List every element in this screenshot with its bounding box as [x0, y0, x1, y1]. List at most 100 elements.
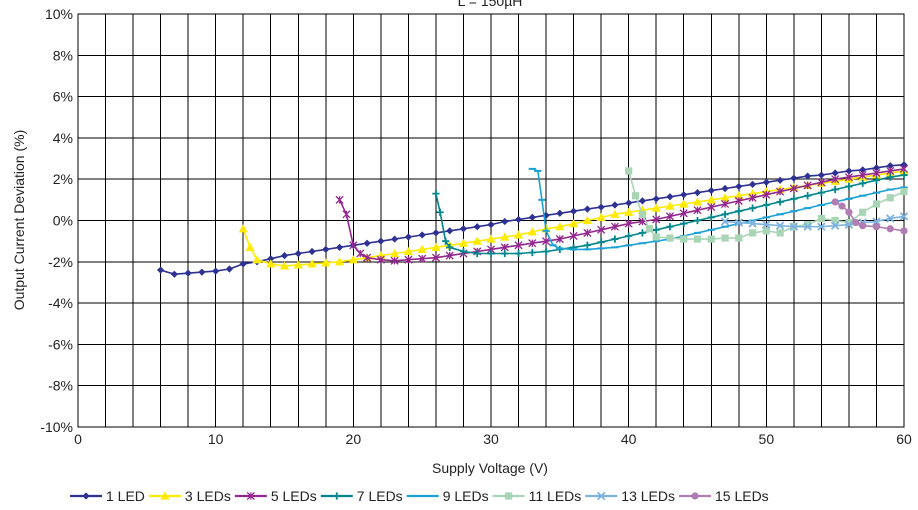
legend-item: 1 LED	[70, 488, 145, 504]
data-point	[267, 255, 275, 263]
data-point	[638, 229, 647, 237]
data-point	[748, 229, 757, 237]
x-tick-label: 60	[896, 431, 912, 447]
data-point	[356, 249, 365, 258]
data-point	[472, 236, 482, 245]
data-point	[625, 199, 633, 207]
data-point	[707, 203, 716, 212]
data-point	[570, 207, 578, 215]
data-point	[376, 255, 385, 264]
data-point	[844, 220, 854, 229]
x-tick-label: 40	[621, 431, 637, 447]
data-point	[838, 202, 846, 210]
data-point	[776, 176, 784, 184]
data-point	[665, 212, 675, 221]
data-point	[391, 235, 399, 243]
data-point	[652, 195, 660, 203]
data-point	[527, 227, 537, 236]
y-tick-label: 4%	[53, 130, 73, 146]
data-point	[720, 217, 730, 226]
data-point	[652, 215, 661, 224]
data-point	[734, 196, 743, 205]
data-point	[679, 209, 688, 218]
data-point	[707, 213, 715, 222]
data-point	[748, 204, 757, 212]
data-point	[748, 193, 757, 202]
data-point	[817, 189, 825, 197]
data-point	[513, 230, 524, 239]
legend-item: 9 LEDs	[406, 488, 489, 504]
data-point	[845, 182, 853, 191]
data-point	[335, 243, 344, 251]
legend-label: 5 LEDs	[271, 488, 317, 504]
legend-marker	[691, 492, 699, 500]
data-point	[528, 213, 536, 222]
data-point	[735, 234, 743, 242]
data-point	[775, 221, 785, 230]
data-point	[707, 235, 715, 243]
data-point	[377, 237, 385, 245]
data-point	[762, 227, 770, 235]
data-point	[349, 241, 358, 250]
data-point	[872, 217, 881, 226]
series-4	[432, 171, 908, 258]
data-point	[459, 247, 468, 256]
data-point	[692, 197, 703, 206]
series-8	[831, 198, 908, 235]
data-point	[680, 235, 688, 243]
data-point	[886, 225, 894, 233]
data-point	[707, 186, 715, 195]
data-point	[858, 171, 867, 180]
legend: 1 LED 3 LEDs 5 LEDs 7 LEDs 9 LEDs 11 LEDs 13 L…	[70, 488, 769, 504]
legend-label: 15 LEDs	[715, 488, 769, 504]
series-7	[720, 212, 909, 231]
data-point	[693, 216, 702, 225]
data-point	[762, 201, 770, 209]
legend-marker	[82, 492, 90, 500]
data-point	[321, 258, 331, 267]
legend-item: 15 LEDs	[678, 488, 769, 504]
data-point	[335, 195, 344, 204]
data-point	[294, 249, 302, 258]
data-point	[666, 193, 674, 201]
data-point	[170, 270, 178, 278]
data-point	[900, 187, 908, 196]
data-point	[735, 182, 743, 191]
legend-label: 7 LEDs	[357, 488, 403, 504]
data-point	[831, 216, 839, 225]
data-point	[762, 178, 770, 186]
data-point	[748, 180, 757, 188]
data-point	[597, 203, 605, 211]
series-3	[335, 164, 909, 265]
data-point	[446, 227, 454, 235]
data-point	[569, 231, 578, 241]
data-point	[542, 237, 551, 246]
data-point	[198, 268, 206, 276]
data-point	[487, 221, 495, 229]
y-tick-label: 2%	[53, 171, 73, 187]
data-point	[831, 175, 840, 184]
data-point	[900, 227, 908, 235]
data-point	[514, 241, 523, 250]
data-point	[831, 169, 839, 177]
y-tick-label: -4%	[48, 295, 73, 311]
legend-marker	[597, 491, 606, 501]
data-point	[458, 238, 469, 247]
data-point	[212, 267, 220, 275]
legend-item: 5 LEDs	[234, 488, 317, 504]
data-point	[597, 238, 605, 246]
data-point	[308, 247, 316, 256]
data-point	[404, 233, 412, 241]
data-point	[845, 167, 853, 175]
data-point	[790, 195, 798, 203]
data-point	[859, 222, 867, 230]
data-point	[555, 235, 564, 244]
data-point	[845, 208, 853, 216]
data-point	[631, 192, 640, 200]
y-tick-label: 8%	[53, 47, 73, 63]
x-tick-label: 50	[759, 431, 775, 447]
data-point	[776, 229, 784, 237]
data-point	[348, 255, 358, 264]
data-point	[625, 167, 633, 175]
